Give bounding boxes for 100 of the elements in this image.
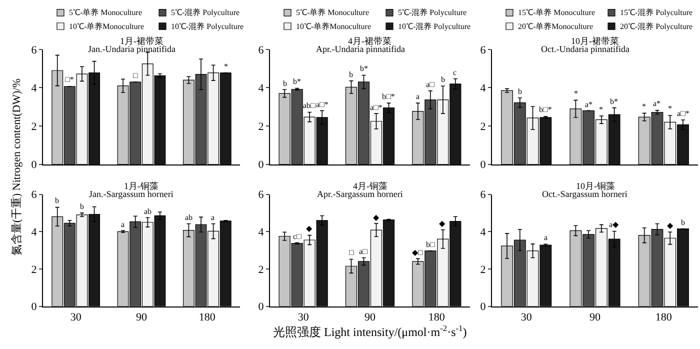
y-tick-label: 2: [258, 264, 264, 276]
chart-title: 1月-裙带菜: [120, 36, 164, 46]
data-label: b: [681, 218, 685, 227]
x-tick-label: 30: [520, 311, 532, 324]
data-label: *: [668, 104, 672, 113]
data-label: a□*: [316, 100, 328, 109]
y-tick-label: 2: [480, 120, 486, 133]
legend-label: 15℃-单养 Monoculture: [518, 8, 596, 17]
chart-title: 10月-裙带菜: [571, 36, 619, 46]
data-label: a□: [359, 247, 368, 256]
legend-label: 10℃-混养 Polyculture: [398, 22, 471, 31]
chart-subtitle: Oct.-Undaria pinnatifida: [541, 44, 630, 54]
data-label: ◆: [306, 224, 313, 233]
data-label: ab: [144, 207, 152, 216]
y-tick-label: 0: [31, 301, 38, 314]
data-label: a□*: [370, 103, 382, 112]
y-tick-label: 0: [480, 159, 486, 172]
data-label: *: [642, 102, 646, 111]
data-label: a: [211, 213, 215, 222]
chart-title: 4月-裙带菜: [348, 36, 392, 46]
chart-title: 1月-铜藻: [124, 181, 158, 191]
data-label: □*: [65, 75, 74, 84]
y-tick-label: 6: [480, 44, 486, 56]
data-label: ab: [185, 213, 193, 222]
y-tick-label: 6: [480, 189, 486, 202]
y-tick-label: 2: [31, 120, 37, 133]
chart-title: 4月-铜藻: [353, 181, 388, 191]
data-label: b: [283, 79, 287, 88]
data-label: b*: [360, 64, 368, 73]
y-tick-label: 4: [258, 226, 264, 238]
data-label: c: [453, 68, 457, 77]
legend-label: 10℃-单养Monoculture: [296, 22, 372, 31]
chart-title: 10月-铜藻: [576, 181, 615, 191]
data-label: ◆: [667, 221, 674, 230]
data-label: a□*: [677, 109, 690, 118]
data-label: ab□: [303, 101, 316, 110]
data-label: *: [574, 89, 578, 98]
x-tick-label: 30: [298, 311, 310, 324]
data-label: a*: [653, 99, 661, 108]
y-tick-label: 0: [258, 159, 264, 172]
y-tick-label: 2: [258, 120, 264, 133]
data-label: b*: [293, 77, 301, 86]
x-tick-label: 30: [70, 311, 82, 324]
legend-label: 15℃-混养 Polyculture: [620, 8, 693, 17]
data-label: *: [599, 105, 603, 114]
y-tick-label: 2: [480, 264, 486, 276]
legend-label: 5℃-混养 Polyculture: [398, 8, 467, 17]
data-label: b□*: [539, 105, 552, 114]
data-label: □: [133, 71, 138, 80]
data-label: □: [349, 248, 354, 257]
data-label: ◆: [373, 213, 380, 222]
legend-label: 20℃-混养 Polyculture: [620, 22, 693, 31]
y-tick-label: 6: [31, 189, 38, 202]
y-tick-label: 6: [31, 44, 38, 56]
data-label: b: [441, 75, 445, 84]
legend-label: 5℃-单养 Monoculture: [69, 8, 142, 17]
y-tick-label: 4: [480, 226, 486, 238]
chart-subtitle: Apr.-Undaria pinnatifida: [316, 44, 405, 54]
y-tick-label: 4: [258, 82, 264, 95]
data-label: b□: [426, 240, 435, 249]
y-tick-label: 4: [31, 226, 38, 238]
legend-label: 10℃-单养Monoculture: [69, 22, 144, 31]
legend-label: 20℃-单养Monoculture: [518, 22, 594, 31]
data-label: b: [55, 196, 59, 205]
data-label: *: [224, 62, 228, 71]
y-tick-label: 0: [258, 301, 264, 314]
x-tick-label: 90: [364, 311, 376, 324]
y-tick-label: 6: [258, 189, 264, 202]
y-tick-label: 0: [31, 159, 38, 172]
data-label: a: [121, 220, 125, 229]
x-tick-label: 180: [655, 311, 672, 324]
data-label: a□: [426, 80, 435, 89]
data-label: a: [544, 233, 548, 242]
data-label: ◆: [439, 219, 446, 228]
data-label: b: [518, 87, 522, 96]
x-tick-label: 180: [198, 311, 216, 324]
y-tick-label: 0: [480, 301, 486, 314]
y-tick-label: 2: [31, 264, 37, 276]
chart-subtitle: Oct.-Sargassum horneri: [542, 189, 628, 199]
data-label: b*: [610, 97, 618, 106]
x-tick-label: 90: [136, 311, 148, 324]
data-label: ◆□: [412, 248, 423, 257]
x-tick-label: 180: [428, 311, 446, 324]
legend-label: 5℃-混养 Polyculture: [171, 8, 240, 17]
x-tick-label: 90: [590, 311, 601, 324]
legend-label: 5℃-单养 Monoculture: [296, 8, 370, 17]
data-label: c□: [293, 232, 302, 241]
data-label: b: [349, 70, 353, 79]
legend-label: 10℃-混养 Polyculture: [171, 22, 244, 31]
y-tick-label: 4: [31, 82, 38, 95]
chart-subtitle: Jan.-Undaria pinnatifida: [88, 44, 176, 54]
data-label: b: [80, 202, 84, 211]
x-axis-title: 光照强度 Light intensity/(μmol·m$^{-2}$·s$^{-1}$): [273, 324, 467, 340]
y-tick-label: 6: [258, 44, 264, 56]
chart-subtitle: Apr.-Sargassum horneri: [317, 189, 404, 199]
data-label: b□*: [382, 92, 395, 101]
data-label: a◆: [609, 220, 620, 229]
y-axis-title: 氮含量(干重) Nitrogen content(DW)/%: [10, 78, 24, 256]
data-label: a: [416, 92, 420, 101]
chart-subtitle: Jan.-Sargassum horneri: [89, 189, 174, 199]
